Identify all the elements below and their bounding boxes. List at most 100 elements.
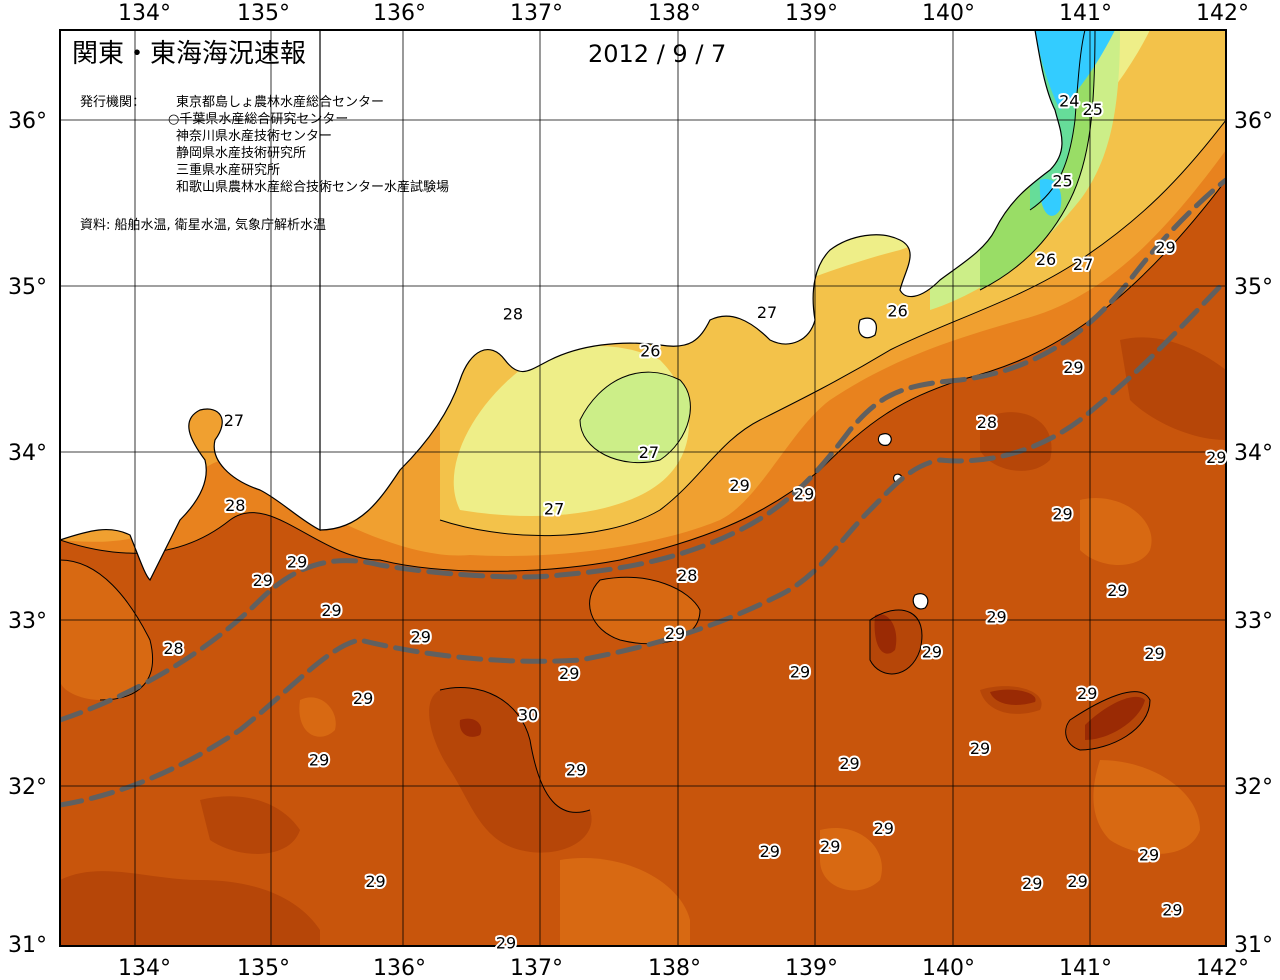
isotherm-label: 29	[820, 837, 840, 856]
issuer-item: 静岡県水産技術研究所	[176, 145, 306, 161]
lon-label-141-top: 141°	[1059, 1, 1112, 26]
lat-label-36-right: 36°	[1234, 109, 1273, 134]
isotherm-label: 29	[760, 842, 780, 861]
isotherm-label: 26	[1036, 250, 1056, 269]
lat-label-34-left: 34°	[8, 441, 47, 466]
lat-label-34-right: 34°	[1234, 441, 1273, 466]
lat-label-35-right: 35°	[1234, 275, 1273, 300]
isotherm-label: 29	[253, 571, 273, 590]
lon-label-136-top: 136°	[373, 1, 426, 26]
lat-label-35-left: 35°	[8, 275, 47, 300]
lon-label-138-bottom: 138°	[648, 956, 701, 980]
lat-label-33-left: 33°	[8, 609, 47, 634]
land-mass	[59, 29, 1063, 610]
lon-label-140-top: 140°	[922, 1, 975, 26]
isotherm-label: 26	[640, 341, 660, 360]
isotherm-label: 29	[321, 601, 341, 620]
isotherm-label: 28	[977, 413, 997, 432]
map-date: 2012 / 9 / 7	[588, 40, 726, 68]
issuer-item: 東京都島しょ農林水産総合センター	[176, 94, 384, 110]
lon-label-142-top: 142°	[1196, 1, 1249, 26]
isotherm-label: 27	[544, 499, 564, 518]
isotherm-label: 29	[1206, 448, 1226, 467]
issuer-item: 神奈川県水産技術センター	[176, 128, 332, 144]
isotherm-label: 29	[790, 662, 810, 681]
lat-label-33-right: 33°	[1234, 609, 1273, 634]
lat-label-32-left: 32°	[8, 775, 47, 800]
isotherm-label: 29	[1022, 874, 1042, 893]
issuer-list: 東京都島しょ農林水産総合センター ○千葉県水産総合研究センター 神奈川県水産技術…	[168, 94, 449, 195]
latitude-labels-right: 36° 35° 34° 33° 32° 31°	[1234, 109, 1273, 958]
isotherm-label: 29	[1162, 900, 1182, 919]
isotherm-label: 29	[874, 819, 894, 838]
map-title: 関東・東海海況速報	[72, 39, 306, 69]
lat-label-32-right: 32°	[1234, 775, 1273, 800]
lon-label-139-top: 139°	[785, 1, 838, 26]
isotherm-label: 29	[353, 689, 373, 708]
lat-label-36-left: 36°	[8, 109, 47, 134]
isotherm-label: 29	[729, 476, 749, 495]
issuer-item: ○千葉県水産総合研究センター	[168, 111, 348, 127]
isotherm-label: 29	[922, 643, 942, 662]
isotherm-label: 27	[639, 443, 659, 462]
isotherm-label: 28	[677, 566, 697, 585]
lat-label-31-right: 31°	[1234, 933, 1273, 958]
data-source: 資料: 船舶水温, 衛星水温, 気象庁解析水温	[80, 217, 326, 233]
isotherm-label: 29	[1155, 238, 1175, 257]
isotherm-label: 29	[794, 484, 814, 503]
plot-frame	[59, 29, 1227, 947]
lon-label-135-top: 135°	[237, 1, 290, 26]
isotherm-label: 29	[566, 761, 586, 780]
lon-label-139-bottom: 139°	[785, 956, 838, 980]
issuer-item: 和歌山県農林水産総合技術センター水産試験場	[176, 179, 449, 195]
isotherm-label: 29	[309, 751, 329, 770]
isotherm-label: 29	[1077, 684, 1097, 703]
isotherm-label: 29	[1144, 644, 1164, 663]
isotherm-label: 25	[1052, 172, 1072, 191]
lon-label-141-bottom: 141°	[1059, 956, 1112, 980]
isotherm-label: 29	[1067, 872, 1087, 891]
isotherm-label: 27	[1073, 255, 1093, 274]
lon-label-134-bottom: 134°	[118, 956, 171, 980]
lon-label-138-top: 138°	[648, 1, 701, 26]
isotherm-label: 29	[1107, 581, 1127, 600]
kuroshio-axis	[60, 177, 1226, 808]
isotherm-label: 29	[365, 872, 385, 891]
isotherm-label: 29	[496, 934, 516, 953]
longitude-labels-top: 134° 135° 136° 137° 138° 139° 140° 141° …	[118, 1, 1249, 26]
isotherm-label: 29	[665, 624, 685, 643]
lon-label-142-bottom: 142°	[1196, 956, 1249, 980]
isotherm-label: 30	[518, 706, 538, 725]
isotherm-label: 29	[559, 664, 579, 683]
isotherm-label: 26	[887, 301, 907, 320]
lon-label-140-bottom: 140°	[922, 956, 975, 980]
lon-label-137-top: 137°	[510, 1, 563, 26]
isotherm-label: 29	[411, 628, 431, 647]
isotherm-label: 28	[225, 496, 245, 515]
lat-label-31-left: 31°	[8, 933, 47, 958]
issuer-label: 発行機関：	[80, 95, 145, 110]
isotherm-label: 27	[224, 411, 244, 430]
isotherm-label: 28	[503, 305, 523, 324]
lon-label-135-bottom: 135°	[237, 956, 290, 980]
isotherm-label: 29	[1063, 358, 1083, 377]
lon-label-134-top: 134°	[118, 1, 171, 26]
isotherm-label: 24	[1059, 92, 1079, 111]
isotherm-label: 29	[1052, 504, 1072, 523]
lon-label-137-bottom: 137°	[510, 956, 563, 980]
isotherm-label: 27	[757, 303, 777, 322]
isotherm-label: 28	[163, 639, 183, 658]
latitude-labels-left: 36° 35° 34° 33° 32° 31°	[8, 109, 47, 958]
isotherm-label: 25	[1083, 100, 1103, 119]
isotherm-label: 29	[287, 553, 307, 572]
longitude-labels-bottom: 134° 135° 136° 137° 138° 139° 140° 141° …	[118, 956, 1249, 980]
isotherm-label: 29	[986, 608, 1006, 627]
isotherm-label: 29	[839, 754, 859, 773]
isotherm-label: 29	[1139, 846, 1159, 865]
graticule	[60, 30, 1226, 946]
lon-label-136-bottom: 136°	[373, 956, 426, 980]
issuer-item: 三重県水産研究所	[176, 162, 280, 178]
isotherm-label: 29	[970, 739, 990, 758]
